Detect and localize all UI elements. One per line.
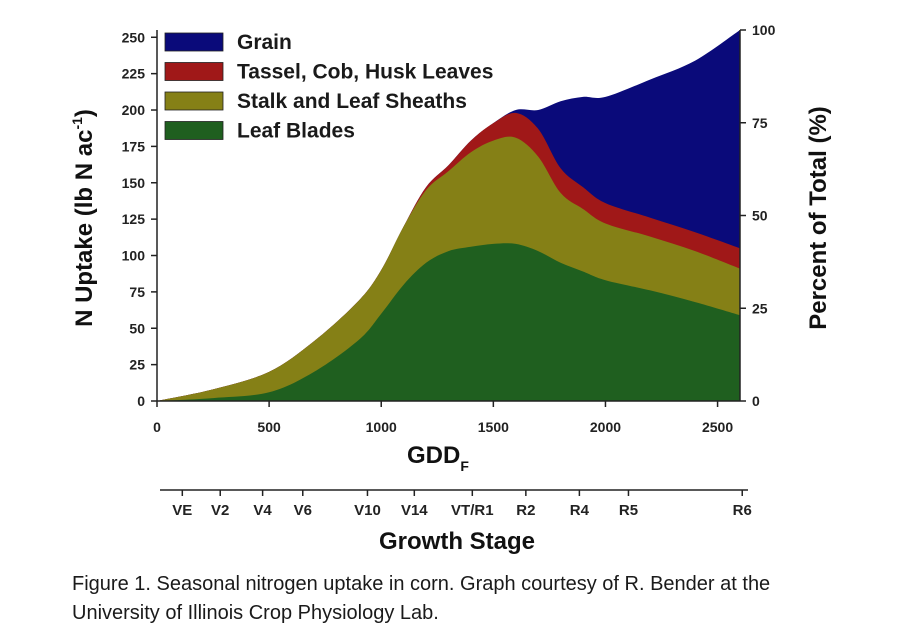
y-tick-label: 250 <box>122 29 146 45</box>
y2-ticks: 0 25 50 75 100 <box>740 22 776 409</box>
stage-label-v10: V10 <box>354 502 381 519</box>
area-leaf-blades <box>157 243 740 401</box>
legend-label-leaf-blades: Leaf Blades <box>237 120 355 143</box>
stage-label-ve: VE <box>172 502 192 519</box>
legend-swatch-leaf-blades <box>164 121 224 140</box>
y-tick-label: 100 <box>122 248 146 264</box>
stacked-areas <box>157 30 740 402</box>
y-tick-label: 0 <box>137 393 145 409</box>
legend-label-stalk-and-leaf-sheaths: Stalk and Leaf Sheaths <box>237 90 467 113</box>
figure-caption: Figure 1. Seasonal nitrogen uptake in co… <box>72 570 892 628</box>
y2-tick-label: 0 <box>752 393 760 409</box>
growth-stage-labels: VE V2 V4 V6 V10 V14 VT/R1 R2 R4 R5 R6 <box>172 502 752 519</box>
growth-stage-title: Growth Stage <box>379 528 535 555</box>
caption-line-1: Figure 1. Seasonal nitrogen uptake in co… <box>72 573 771 595</box>
stage-label-r2: R2 <box>516 502 535 519</box>
y-tick-label: 225 <box>122 66 146 82</box>
y-tick-label: 175 <box>122 138 146 154</box>
legend-label-tassel-cob-husk-leaves: Tassel, Cob, Husk Leaves <box>237 61 493 84</box>
y2-tick-label: 75 <box>752 115 768 131</box>
y-axis-title-close: ) <box>71 109 98 117</box>
stage-label-r4: R4 <box>570 502 590 519</box>
x-tick-label: 2500 <box>702 419 733 435</box>
stage-label-v6: V6 <box>294 502 312 519</box>
stage-label-vt-r1: VT/R1 <box>451 502 494 519</box>
x-tick-label: 0 <box>153 419 161 435</box>
x-axis-title: GDDF <box>407 442 469 474</box>
x-ticks: 0 500 1000 1500 2000 2500 <box>153 401 733 435</box>
legend-label-grain: Grain <box>237 31 292 54</box>
y-tick-label: 75 <box>129 284 145 300</box>
legend: Grain Tassel, Cob, Husk Leaves Stalk and L… <box>164 31 493 143</box>
stage-label-v2: V2 <box>211 502 229 519</box>
stage-label-r5: R5 <box>619 502 638 519</box>
legend-swatch-stalk-and-leaf-sheaths <box>164 91 224 111</box>
x-tick-label: 2000 <box>590 419 621 435</box>
stage-label-v4: V4 <box>253 502 272 519</box>
legend-swatch-grain <box>164 32 224 52</box>
y-tick-label: 25 <box>129 357 145 373</box>
y-tick-label: 50 <box>129 320 145 336</box>
y-ticks: 0 25 50 75 100 125 150 175 200 225 250 <box>122 29 157 409</box>
caption-line-2: University of Illinois Crop Physiology L… <box>72 602 439 624</box>
y-axis-title-superscript: -1 <box>69 117 85 130</box>
x-axis-title-main: GDD <box>407 442 460 469</box>
y-axis-title: N Uptake (lb N ac-1) <box>69 109 98 327</box>
y-axis-title-main: N Uptake (lb N ac <box>71 130 98 327</box>
y2-tick-label: 50 <box>752 208 768 224</box>
y2-tick-label: 100 <box>752 22 776 38</box>
y2-tick-label: 25 <box>752 300 768 316</box>
x-axis-title-subscript: F <box>460 458 469 474</box>
y-tick-label: 150 <box>122 175 146 191</box>
y-tick-label: 125 <box>122 211 146 227</box>
y2-axis-title: Percent of Total (%) <box>805 106 832 330</box>
x-tick-label: 1000 <box>366 419 397 435</box>
x-tick-label: 1500 <box>478 419 509 435</box>
growth-stage-axis <box>160 489 748 496</box>
stage-label-r6: R6 <box>733 502 752 519</box>
stage-label-v14: V14 <box>401 502 428 519</box>
x-tick-label: 500 <box>257 419 281 435</box>
legend-swatch-tassel-cob-husk-leaves <box>164 62 224 81</box>
y-tick-label: 200 <box>122 102 146 118</box>
